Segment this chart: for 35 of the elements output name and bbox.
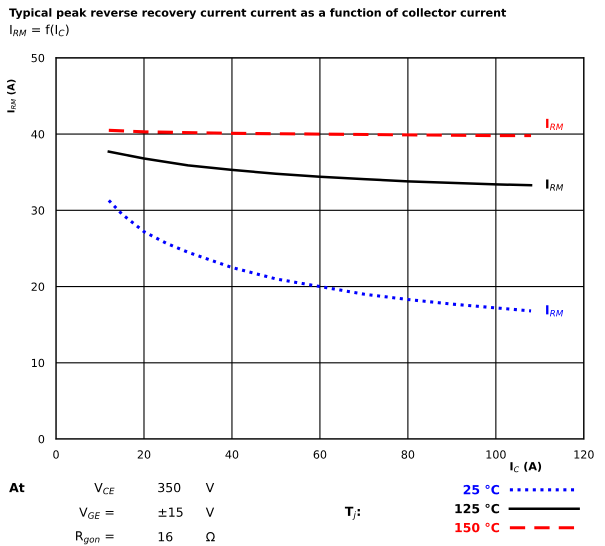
y-axis-title: I$_{RM}$ (A): [7, 80, 16, 112]
text: 350: [158, 482, 180, 492]
text: 16: [158, 532, 172, 542]
text: V$_{GE}$ =: [79, 508, 114, 519]
y-tick-label: 40: [31, 130, 44, 138]
x-tick-label: 120: [574, 450, 594, 459]
line-series: [107, 198, 533, 312]
text: V: [206, 483, 214, 492]
text: V$_{CE}$: [94, 482, 114, 494]
text: 125 °C: [455, 504, 500, 514]
x-tick-label: 60: [314, 450, 326, 459]
annotation: I$_{RM}$: [546, 118, 564, 130]
x-tick-label: 0: [53, 450, 59, 459]
text: ±15: [158, 508, 183, 517]
y-tick-label: 0: [38, 434, 44, 444]
x-tick-label: 20: [138, 450, 150, 459]
y-tick-label: 20: [32, 282, 44, 291]
text: 150 °C: [455, 522, 500, 532]
y-tick-label: 10: [32, 358, 44, 368]
annotation: I$_{RM}$: [546, 305, 564, 316]
text: At: [9, 483, 24, 492]
text: 25 °C: [464, 484, 500, 494]
y-tick-label: 50: [32, 54, 44, 62]
x-tick-label: 100: [486, 450, 506, 459]
chart-title: Typical peak reverse recovery current current as a function of collector current: [9, 8, 506, 20]
annotation: I$_{RM}$: [546, 179, 564, 191]
x-tick-label: 80: [402, 450, 414, 459]
x-axis-title: I$_{C}$ (A): [510, 462, 542, 472]
text: Ω: [206, 532, 215, 542]
y-tick-label: 30: [32, 206, 44, 215]
text: V: [206, 508, 214, 517]
x-tick-label: 40: [225, 450, 238, 459]
chart-subtitle: I$_{RM}$ = f(I$_{C}$): [10, 24, 69, 36]
text: R$_{gon}$ =: [76, 531, 114, 544]
text: T$_{j}$:: [344, 506, 360, 520]
